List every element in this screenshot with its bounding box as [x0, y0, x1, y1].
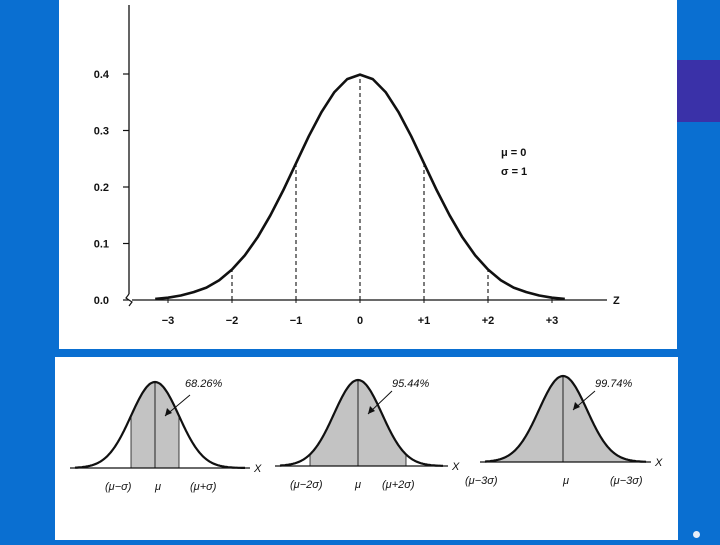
percentage-annotation: 68.26% — [185, 378, 223, 390]
annotation-arrowhead — [368, 406, 375, 414]
sigma-parameter-label: σ = 1 — [501, 166, 527, 178]
x-tick-label: +1 — [418, 315, 431, 327]
percentage-annotation: 99.74% — [595, 378, 633, 390]
interval-x-label: μ — [154, 481, 161, 493]
y-tick-label: 0.2 — [94, 182, 109, 194]
x-axis-label: Z — [613, 295, 620, 307]
interval-x-label: μ — [354, 479, 361, 491]
interval-x-label: (μ−σ) — [105, 481, 132, 493]
interval-charts: X 68.26% (μ−σ) μ (μ+σ) X 95.44% (μ−2σ) μ (μ+2σ) X 9… — [70, 374, 663, 493]
mu-parameter-label: μ = 0 — [501, 147, 526, 159]
normal-curve-line — [155, 73, 565, 301]
annotation-arrowhead — [165, 408, 172, 416]
interval-x-label: (μ+2σ) — [382, 479, 415, 491]
x-tick-label: −3 — [162, 315, 175, 327]
interval-curve-line — [484, 374, 647, 463]
y-tick-label: 0.0 — [94, 295, 109, 307]
x-tick-label: +2 — [482, 315, 495, 327]
y-tick-label: 0.3 — [94, 126, 109, 138]
interval-chart-2: X 95.44% (μ−2σ) μ (μ+2σ) — [275, 378, 460, 491]
accent-block — [677, 60, 720, 122]
normal-curve-chart: Z 0.0 0.1 0.2 0.3 0.4 −3 −2 −1 0 +1 +2 +3 μ = 0 σ = 1 — [94, 5, 620, 327]
interval-chart-1: X 68.26% (μ−σ) μ (μ+σ) — [70, 378, 262, 493]
interval-x-axis-label: X — [654, 457, 663, 469]
interval-charts-panel: X 68.26% (μ−σ) μ (μ+σ) X 95.44% (μ−2σ) μ (μ+2σ) X 9… — [55, 357, 678, 540]
interval-chart-3: X 99.74% (μ−3σ) μ (μ−3σ) — [465, 374, 663, 487]
x-tick-label: +3 — [546, 315, 559, 327]
x-tick-label: −2 — [226, 315, 239, 327]
interval-curve-line — [279, 378, 443, 467]
interval-x-axis-label: X — [253, 463, 262, 475]
interval-x-label: (μ−2σ) — [290, 479, 323, 491]
interval-x-label: (μ+σ) — [190, 481, 217, 493]
interval-x-label: (μ−3σ) — [610, 475, 643, 487]
interval-curve-line — [74, 380, 245, 469]
slide-indicator-dot — [693, 531, 700, 538]
interval-x-label: μ — [562, 475, 569, 487]
percentage-annotation: 95.44% — [392, 378, 430, 390]
y-tick-label: 0.4 — [94, 69, 110, 81]
x-tick-label: 0 — [357, 315, 363, 327]
annotation-arrowhead — [573, 402, 580, 410]
interval-x-axis-label: X — [451, 461, 460, 473]
interval-x-label: (μ−3σ) — [465, 475, 498, 487]
main-chart-panel: Z 0.0 0.1 0.2 0.3 0.4 −3 −2 −1 0 +1 +2 +3 μ = 0 σ = 1 — [59, 0, 677, 349]
x-tick-label: −1 — [290, 315, 303, 327]
y-tick-label: 0.1 — [94, 239, 109, 251]
